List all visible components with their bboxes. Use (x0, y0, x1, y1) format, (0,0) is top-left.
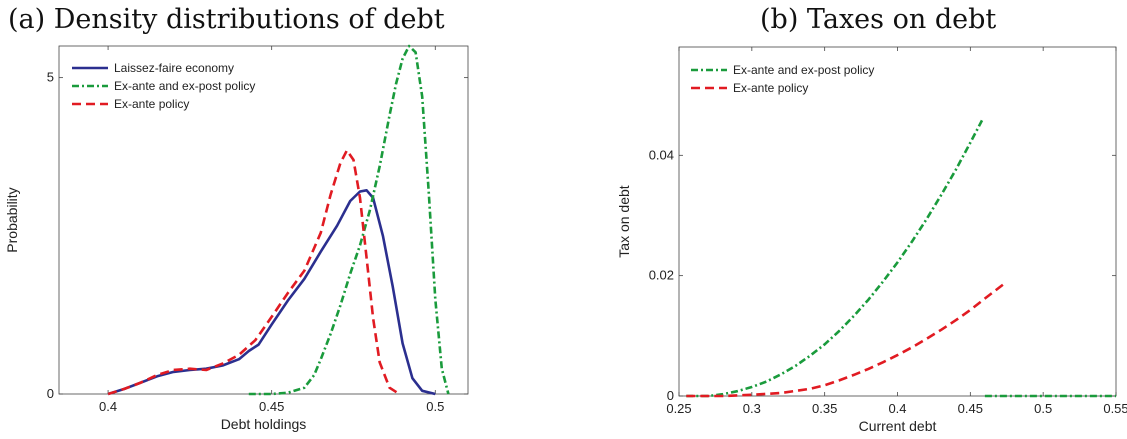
panel-b-title: (b) Taxes on debt (760, 4, 997, 35)
panel-a-legend-label: Ex-ante policy (114, 97, 189, 111)
panel-b-xtick-label: 0.35 (812, 401, 837, 416)
panel-a-plot-frame (58, 45, 469, 395)
panel-a-xtick-label: 0.5 (426, 399, 444, 414)
panel-a-y-axis-label: Probability (4, 187, 20, 252)
panel-b-xtick-label: 0.4 (888, 401, 906, 416)
panel-a-legend-label: Laissez-faire economy (114, 61, 234, 75)
panel-b-series-line-2 (686, 281, 1007, 398)
panel-a-ytick-label: 5 (47, 70, 54, 85)
panel-a-series-line-1 (248, 44, 450, 396)
panel-a-xtick-label: 0.45 (259, 399, 284, 414)
panel-a-series-line-0 (107, 189, 436, 396)
panel-a-ytick-label: 0 (47, 386, 54, 401)
panel-b-ytick-label: 0 (667, 388, 674, 403)
panel-b-series-line-0 (686, 119, 984, 398)
panel-b-xtick-label: 0.45 (958, 401, 983, 416)
panel-b-ytick-label: 0.02 (649, 268, 674, 283)
panel-b-x-axis-label: Current debt (859, 418, 937, 434)
panel-b-xtick-label: 0.3 (743, 401, 761, 416)
panel-b-legend-label: Ex-ante policy (733, 81, 808, 95)
panel-b-ytick-label: 0.04 (649, 147, 674, 162)
panel-b-xtick-label: 0.55 (1103, 401, 1127, 416)
panel-a-series-line-2 (107, 149, 401, 396)
panel-b-xtick-label: 0.25 (666, 401, 691, 416)
panel-b-xtick-label: 0.5 (1034, 401, 1052, 416)
panel-a-x-axis-label: Debt holdings (221, 416, 307, 432)
panel-a-legend-label: Ex-ante and ex-post policy (114, 79, 255, 93)
panel-b-y-axis-label: Tax on debt (616, 185, 632, 257)
panel-b-plot-frame (678, 46, 1117, 397)
panel-a-title: (a) Density distributions of debt (8, 4, 445, 35)
panel-b-legend-label: Ex-ante and ex-post policy (733, 63, 874, 77)
panel-a-xtick-label: 0.4 (99, 399, 117, 414)
